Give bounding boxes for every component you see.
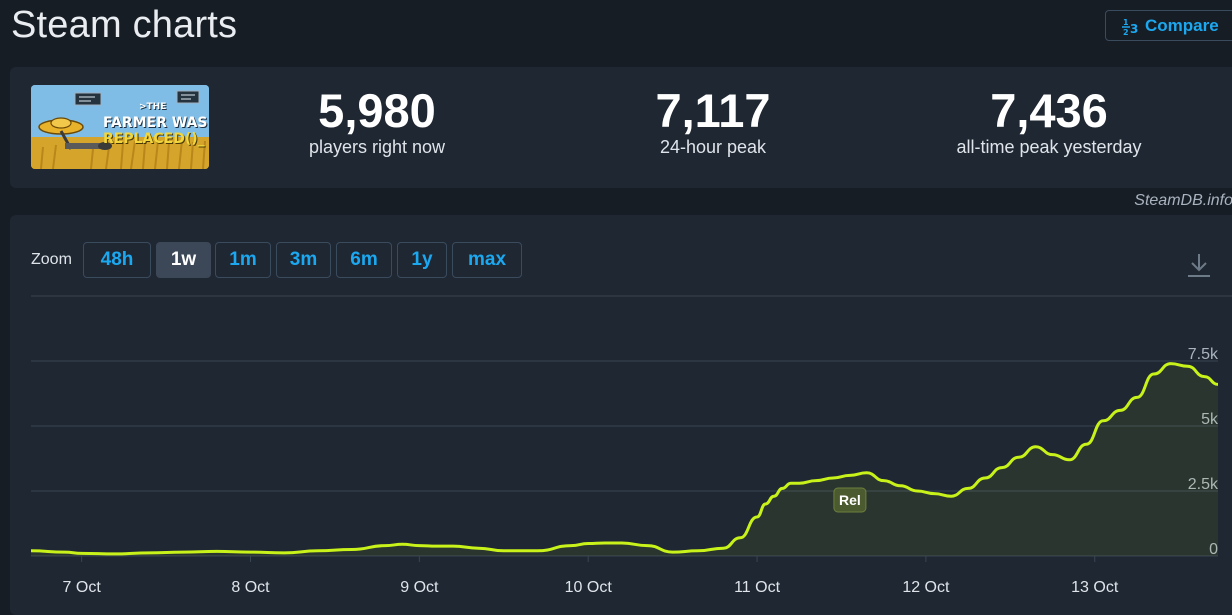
series-area (31, 363, 1218, 556)
x-tick-label: 11 Oct (734, 579, 781, 596)
zoom-button-1y[interactable]: 1y (397, 242, 447, 278)
release-marker (833, 487, 867, 513)
zoom-button-max[interactable]: max (452, 242, 522, 278)
series-line (30, 362, 1219, 556)
x-tick-label: 10 Oct (565, 579, 613, 596)
game-thumbnail[interactable]: >THE FARMER WAS REPLACED()_ (31, 85, 209, 169)
thumbnail-logo: >THE FARMER WAS REPLACED()_ (103, 99, 207, 147)
y-tick-label: 2.5k (1188, 476, 1219, 493)
stat-label: players right now (308, 137, 446, 157)
stat-value: 7,436 (990, 84, 1108, 137)
zoom-button-1w[interactable]: 1w (156, 242, 211, 278)
zoom-button-3m[interactable]: 3m (276, 242, 331, 278)
compare-button[interactable]: 1 2 3 Compare (1105, 10, 1232, 41)
download-icon[interactable] (1186, 252, 1212, 278)
page-title: Steam charts (11, 4, 238, 46)
stat-label: 24-hour peak (659, 137, 767, 157)
release-marker-label: Rel (839, 492, 861, 508)
stat-24-hour-peak: 7,117 24-hour peak (655, 85, 770, 158)
zoom-label: Zoom (31, 251, 72, 268)
zoom-button-1m[interactable]: 1m (215, 242, 271, 278)
y-tick-label: 7.5k (1188, 346, 1219, 363)
chart-panel (10, 215, 1232, 615)
svg-text:2: 2 (1123, 28, 1128, 35)
thumbnail-artwork (31, 85, 209, 169)
stats-panel: >THE FARMER WAS REPLACED()_ 5,980 player… (10, 67, 1232, 188)
steamdb-credit-link[interactable]: SteamDB.info (1134, 192, 1232, 209)
x-tick-label: 13 Oct (1071, 579, 1119, 596)
stat-value: 7,117 (655, 84, 771, 137)
x-tick-label: 12 Oct (902, 579, 950, 596)
stat-all-time-peak: 7,436 all-time peak yesterday (956, 85, 1141, 158)
compare-label: Compare (1145, 15, 1219, 35)
stat-current-players: 5,980 players right now (309, 85, 445, 158)
y-tick-label: 0 (1209, 541, 1218, 558)
svg-text:3: 3 (1130, 22, 1138, 35)
stat-value: 5,980 (318, 84, 436, 137)
fraction-one-three-icon: 1 2 3 (1122, 17, 1138, 35)
x-tick-label: 8 Oct (231, 579, 270, 596)
stat-label: all-time peak yesterday (956, 137, 1142, 157)
y-tick-label: 5k (1201, 411, 1219, 428)
zoom-button-6m[interactable]: 6m (336, 242, 392, 278)
x-tick-label: 7 Oct (63, 579, 102, 596)
thumbnail-line2: FARMER WAS (103, 115, 208, 131)
thumbnail-line3: REPLACED()_ (103, 131, 205, 147)
svg-text:1: 1 (1123, 18, 1129, 27)
thumbnail-line1: >THE (139, 102, 167, 112)
zoom-button-48h[interactable]: 48h (83, 242, 151, 278)
x-tick-label: 9 Oct (400, 579, 439, 596)
